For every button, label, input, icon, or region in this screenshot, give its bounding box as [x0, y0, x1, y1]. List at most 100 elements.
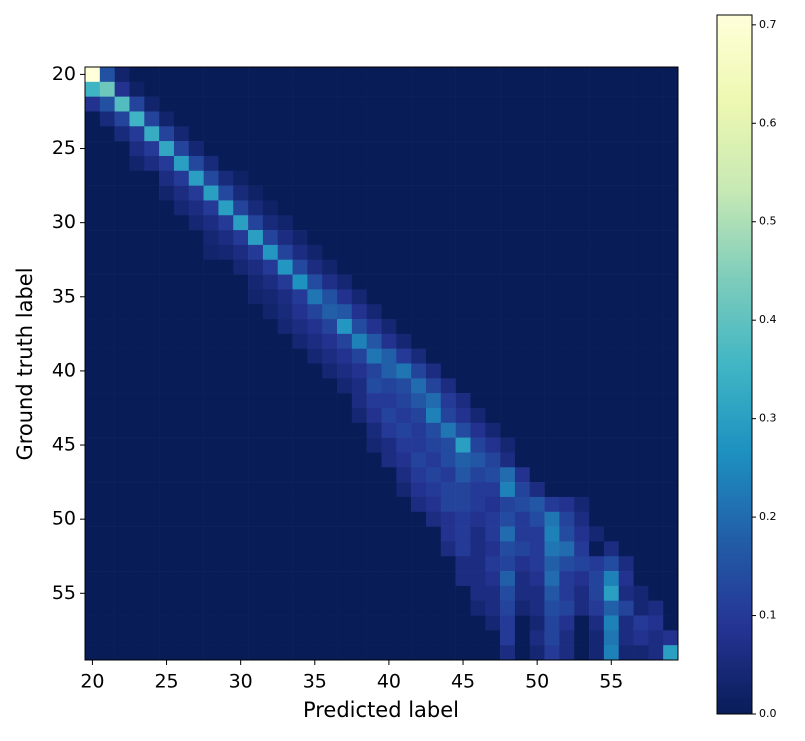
- heatmap-cell: [337, 155, 353, 172]
- heatmap-cell: [262, 155, 279, 172]
- heatmap-cell: [144, 422, 160, 438]
- heatmap-cell: [129, 155, 145, 172]
- heatmap-cell: [114, 319, 130, 335]
- heatmap-cell: [440, 511, 456, 527]
- heatmap-cell: [337, 452, 353, 468]
- heatmap-cell: [589, 571, 605, 587]
- heatmap-cell: [440, 67, 456, 83]
- heatmap-cell: [485, 467, 501, 483]
- heatmap-cell: [307, 541, 323, 557]
- heatmap-cell: [529, 556, 545, 572]
- heatmap-cell: [277, 67, 293, 83]
- heatmap-cell: [411, 630, 427, 646]
- heatmap-cell: [218, 274, 234, 290]
- heatmap-cell: [203, 378, 219, 394]
- heatmap-cell: [307, 407, 323, 424]
- heatmap-cell: [529, 585, 545, 601]
- heatmap-cell: [663, 230, 679, 246]
- heatmap-cell: [129, 437, 145, 453]
- heatmap-cell: [366, 363, 382, 379]
- heatmap-cell: [514, 333, 531, 349]
- heatmap-cell: [425, 244, 442, 261]
- heatmap-cell: [114, 348, 130, 364]
- heatmap-cell: [366, 289, 382, 305]
- heatmap-cell: [425, 526, 442, 542]
- heatmap-cell: [277, 571, 293, 587]
- heatmap-cell: [248, 348, 264, 364]
- heatmap-cell: [618, 407, 634, 424]
- heatmap-cell: [440, 452, 456, 468]
- heatmap-cell: [144, 556, 160, 572]
- heatmap-cell: [85, 600, 101, 616]
- heatmap-cell: [85, 496, 101, 513]
- heatmap-cell: [470, 289, 486, 305]
- heatmap-cell: [248, 289, 264, 305]
- heatmap-cell: [233, 185, 249, 201]
- heatmap-cell: [337, 304, 353, 320]
- heatmap-cell: [455, 363, 471, 379]
- heatmap-cell: [218, 155, 234, 172]
- heatmap-cell: [514, 348, 531, 364]
- heatmap-cell: [500, 333, 516, 349]
- heatmap-cell: [85, 289, 101, 305]
- heatmap-cell: [248, 244, 264, 261]
- heatmap-cell: [663, 333, 679, 349]
- heatmap-cell: [292, 526, 308, 542]
- heatmap-cell: [337, 126, 353, 142]
- heatmap-cell: [381, 141, 397, 157]
- heatmap-cell: [159, 496, 175, 513]
- heatmap-cell: [514, 467, 531, 483]
- heatmap-cell: [322, 600, 338, 616]
- heatmap-cell: [500, 452, 516, 468]
- heatmap-cell: [648, 452, 664, 468]
- heatmap-cell: [425, 571, 442, 587]
- heatmap-cell: [144, 81, 160, 97]
- heatmap-cell: [648, 319, 664, 335]
- heatmap-cell: [544, 289, 560, 305]
- heatmap-cell: [440, 96, 456, 112]
- heatmap-cell: [559, 630, 575, 646]
- heatmap-cell: [663, 111, 679, 127]
- heatmap-cell: [381, 96, 397, 112]
- colorbar-tick-label: 0.7: [759, 18, 777, 31]
- heatmap-cell: [425, 111, 442, 127]
- heatmap-cell: [307, 571, 323, 587]
- heatmap-cell: [425, 289, 442, 305]
- heatmap-cell: [292, 482, 308, 498]
- heatmap-cell: [544, 319, 560, 335]
- heatmap-cell: [307, 378, 323, 394]
- heatmap-cell: [396, 482, 412, 498]
- heatmap-cell: [188, 452, 204, 468]
- heatmap-cell: [188, 363, 204, 379]
- heatmap-cell: [633, 155, 649, 172]
- heatmap-cell: [292, 333, 308, 349]
- heatmap-cell: [99, 571, 115, 587]
- heatmap-cell: [218, 244, 234, 261]
- heatmap-cell: [485, 422, 501, 438]
- heatmap-cell: [514, 496, 531, 513]
- heatmap-cell: [633, 230, 649, 246]
- heatmap-cell: [544, 496, 560, 513]
- heatmap-cell: [396, 511, 412, 527]
- heatmap-cell: [603, 200, 619, 216]
- heatmap-cell: [337, 215, 353, 231]
- heatmap-cell: [322, 526, 338, 542]
- heatmap-cell: [603, 111, 619, 127]
- heatmap-cell: [277, 289, 293, 305]
- heatmap-cell: [603, 259, 619, 275]
- heatmap-cell: [351, 230, 367, 246]
- heatmap-cell: [351, 556, 367, 572]
- heatmap-cell: [114, 378, 130, 394]
- heatmap-cell: [396, 67, 412, 83]
- heatmap-cell: [529, 155, 545, 172]
- heatmap-cell: [618, 200, 634, 216]
- heatmap-cell: [425, 81, 442, 97]
- heatmap-cell: [603, 645, 619, 661]
- heatmap-cell: [248, 200, 264, 216]
- heatmap-cell: [455, 407, 471, 424]
- heatmap-cell: [159, 215, 175, 231]
- heatmap-cell: [396, 422, 412, 438]
- heatmap-cell: [366, 304, 382, 320]
- heatmap-cell: [322, 556, 338, 572]
- heatmap-cell: [233, 526, 249, 542]
